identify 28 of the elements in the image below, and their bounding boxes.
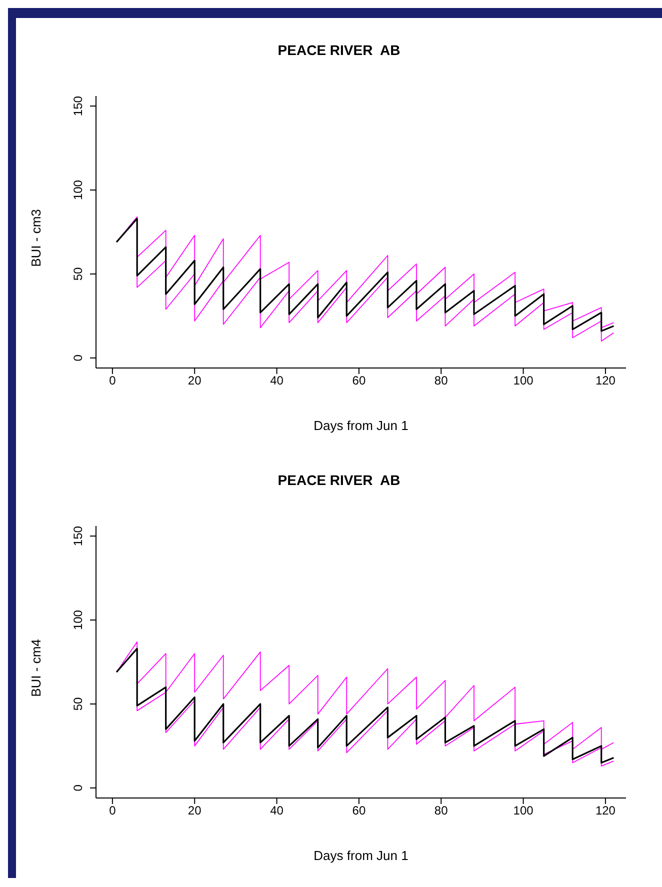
x-axis-title: Days from Jun 1 (312, 848, 410, 863)
x-tick-label: 120 (595, 804, 616, 818)
y-tick-label: 50 (71, 696, 85, 711)
x-axis-title: Days from Jun 1 (312, 418, 410, 433)
y-tick-label: 150 (71, 526, 85, 546)
x-tick-label: 20 (188, 804, 202, 818)
x-tick-label: 60 (352, 374, 366, 388)
x-tick-label: 0 (109, 804, 116, 818)
x-tick-label: 40 (270, 374, 284, 388)
x-tick-label: 100 (513, 804, 534, 818)
y-tick-label: 100 (71, 610, 85, 630)
x-tick-label: 120 (595, 374, 616, 388)
y-axis-title: BUI - cm3 (28, 209, 44, 267)
y-tick-label: 50 (71, 266, 85, 281)
x-tick-label: 100 (513, 374, 534, 388)
x-tick-label: 40 (270, 804, 284, 818)
x-tick-label: 60 (352, 804, 366, 818)
chart-title: PEACE RIVER AB (276, 42, 402, 58)
y-tick-label: 150 (71, 96, 85, 116)
x-tick-label: 80 (434, 804, 448, 818)
y-tick-label: 100 (71, 180, 85, 200)
x-tick-label: 20 (188, 374, 202, 388)
x-tick-label: 0 (109, 374, 116, 388)
y-tick-label: 0 (71, 784, 85, 792)
y-axis-title: BUI - cm4 (28, 639, 44, 697)
x-tick-label: 80 (434, 374, 448, 388)
y-tick-label: 0 (71, 354, 85, 362)
chart-title: PEACE RIVER AB (276, 472, 402, 488)
